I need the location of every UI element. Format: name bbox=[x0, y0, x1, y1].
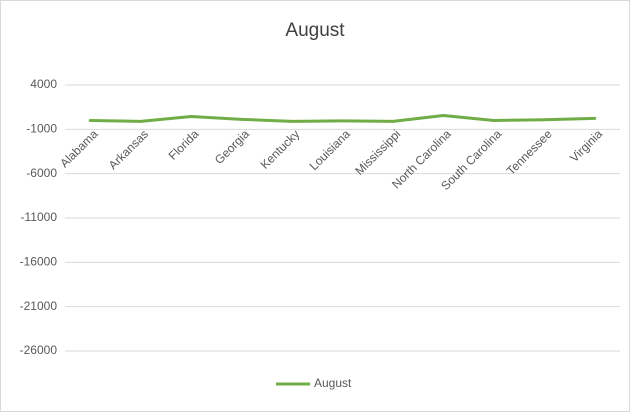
y-tick-label: -11000 bbox=[21, 210, 58, 224]
y-tick-label: -16000 bbox=[20, 255, 58, 269]
y-tick-label: 4000 bbox=[30, 77, 57, 91]
chart-title: August bbox=[285, 20, 345, 41]
y-tick-label: -26000 bbox=[20, 343, 58, 357]
y-tick-label: -21000 bbox=[20, 299, 58, 313]
y-tick-label: -1000 bbox=[26, 122, 57, 136]
y-tick-label: -6000 bbox=[26, 166, 57, 180]
legend-label: August bbox=[314, 376, 352, 390]
series-line bbox=[88, 114, 597, 123]
